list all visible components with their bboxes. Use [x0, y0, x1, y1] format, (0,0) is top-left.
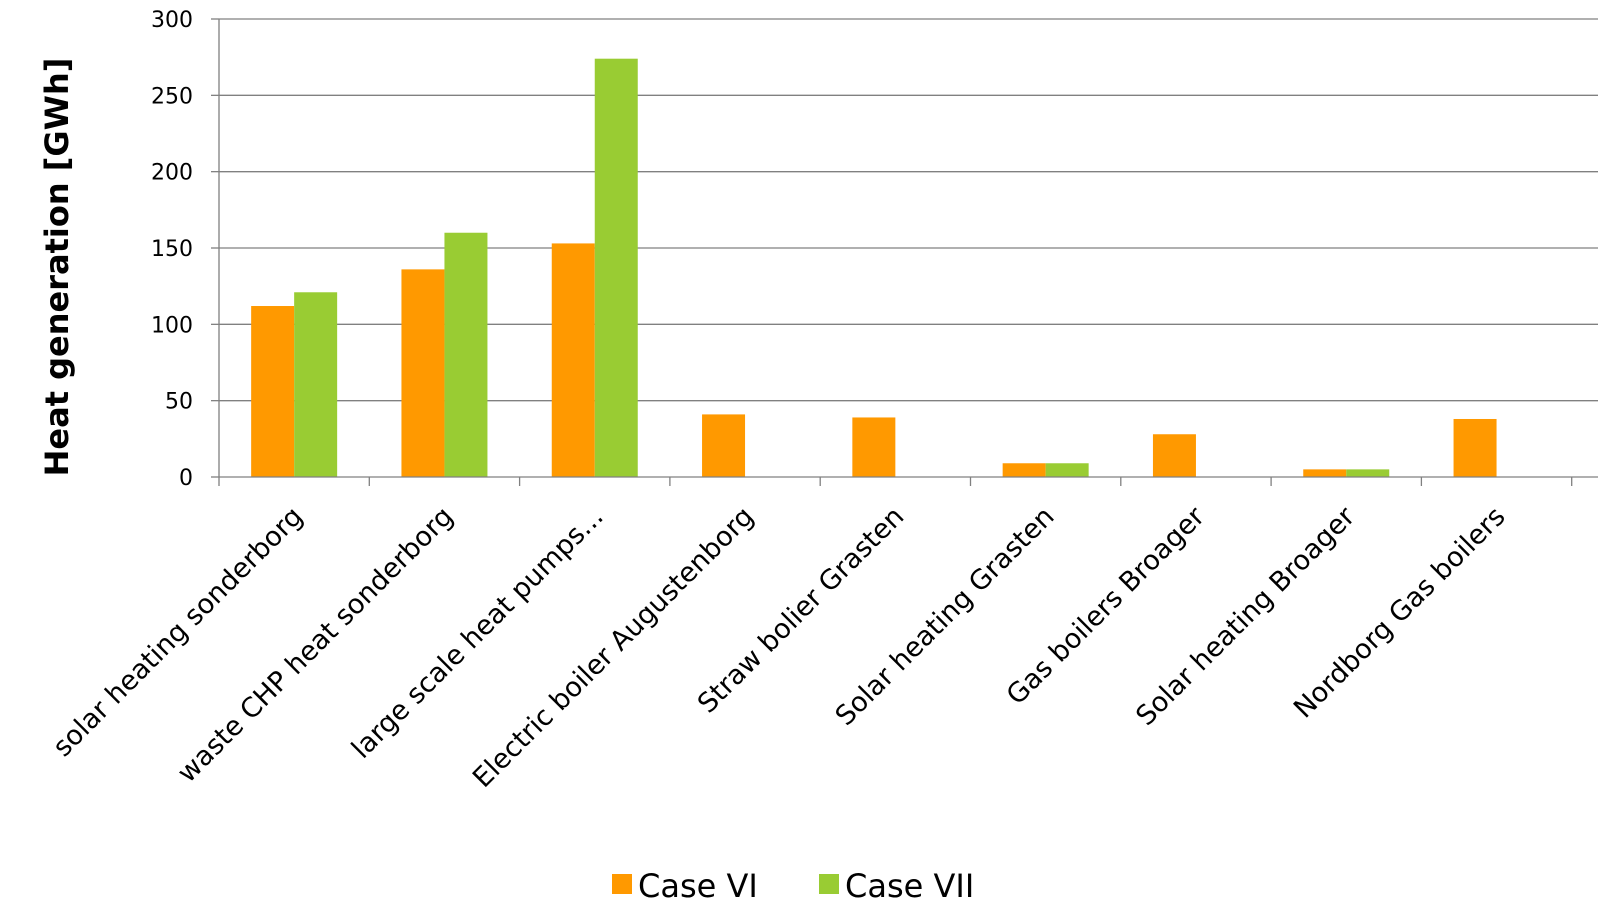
bar-case-vii: [1346, 469, 1390, 477]
y-tick-label: 150: [151, 237, 193, 262]
bar-case-vi: [852, 417, 896, 477]
y-tick-label: 200: [151, 161, 193, 186]
bar-case-vi: [702, 414, 746, 477]
x-category-label: solar heating sonderborg: [47, 501, 309, 763]
y-tick-label: 0: [179, 466, 193, 491]
y-tick-label: 100: [151, 313, 193, 338]
bar-case-vi: [1002, 463, 1046, 477]
bar-case-vi: [1453, 418, 1497, 477]
bar-case-vii: [1045, 463, 1089, 477]
bar-case-vi: [551, 243, 595, 477]
legend-label: Case VI: [638, 867, 758, 905]
bar-case-vi: [1303, 469, 1347, 477]
bar-case-vi: [401, 269, 445, 477]
y-tick-labels: 0 50 100 150 200 250 300: [151, 8, 193, 491]
legend-label: Case VII: [845, 867, 974, 905]
bar-case-vi: [251, 306, 295, 477]
bar-case-vi: [1152, 434, 1196, 477]
legend-swatch: [819, 874, 839, 894]
legend: Case VI Case VII: [612, 867, 974, 905]
bar-case-vii: [294, 292, 338, 477]
bar-case-vii: [594, 58, 638, 478]
bars: [251, 58, 1497, 478]
y-axis-title: Heat generation [GWh]: [38, 58, 76, 477]
x-category-label: large scale heat pumps...: [346, 501, 610, 765]
x-category-label: waste CHP heat sonderborg: [172, 501, 460, 789]
legend-swatch: [612, 874, 632, 894]
x-category-label: Electric boiler Augustenborg: [467, 501, 760, 794]
y-tick-label: 250: [151, 84, 193, 109]
y-tick-label: 50: [165, 390, 193, 415]
bar-case-vii: [444, 232, 488, 477]
axes: [211, 18, 1598, 486]
y-tick-label: 300: [151, 8, 193, 33]
